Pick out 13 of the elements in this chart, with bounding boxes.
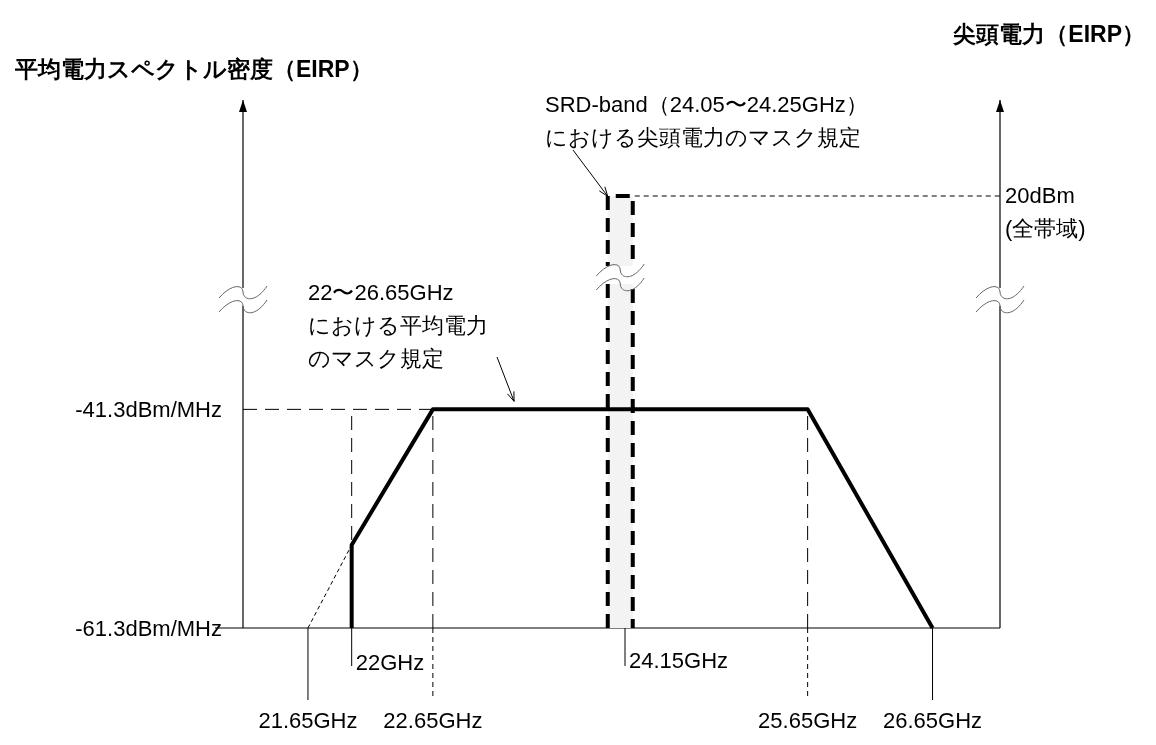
xtick-label: 26.65GHz bbox=[883, 708, 983, 733]
xtick-label: 22.65GHz bbox=[383, 708, 483, 733]
ytick-label: -61.3dBm/MHz bbox=[75, 616, 222, 641]
annotation: SRD-band（24.05〜24.25GHz）における尖頭電力のマスク規定 bbox=[545, 92, 868, 150]
xtick-label: 21.65GHz bbox=[258, 708, 358, 733]
annotation: 20dBm(全帯域) bbox=[1005, 183, 1086, 241]
y2label: 尖頭電力（EIRP） bbox=[953, 21, 1145, 47]
ylabel: 平均電力スペクトル密度（EIRP） bbox=[15, 56, 373, 82]
ytick-label: -41.3dBm/MHz bbox=[75, 397, 222, 423]
annotation: 22〜26.65GHzにおける平均電力のマスク規定 bbox=[308, 280, 488, 371]
annotation: 24.15GHz bbox=[629, 648, 729, 673]
annotation: 22GHz bbox=[355, 650, 425, 675]
xtick-label: 25.65GHz bbox=[758, 708, 858, 733]
